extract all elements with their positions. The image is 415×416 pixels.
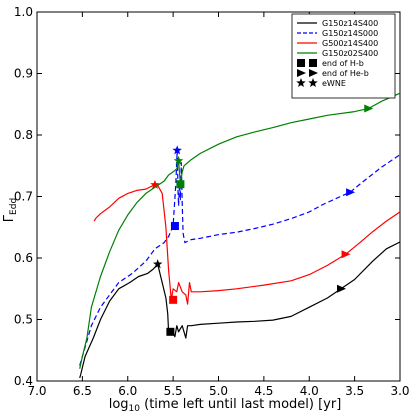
series-marker [341, 250, 351, 259]
legend-label: end of H-b [322, 59, 364, 68]
legend-marker [296, 78, 306, 88]
series-marker [176, 180, 185, 189]
y-tick-label: 0.5 [14, 313, 33, 327]
x-tick-label: 3.0 [390, 384, 409, 398]
series-G150z02S400 [79, 92, 401, 369]
series-G150z14S000 [79, 145, 401, 366]
x-tick-label: 4.0 [300, 384, 319, 398]
legend-label: G150z14S400 [322, 19, 378, 28]
y-tick-label: 1.0 [14, 5, 33, 19]
x-tick-label: 5.0 [209, 384, 228, 398]
legend-marker [308, 78, 318, 88]
x-tick-label: 4.5 [254, 384, 273, 398]
legend-label: eWNE [322, 79, 346, 88]
series-marker [172, 145, 182, 155]
series-marker [152, 259, 163, 269]
legend-box [291, 13, 396, 99]
series-layer [79, 92, 401, 379]
legend-label: G500z14S400 [322, 39, 378, 48]
legend-marker [309, 69, 318, 77]
series-line [93, 184, 401, 305]
legend-label: end of He-b [322, 69, 369, 78]
series-line [79, 149, 401, 366]
x-tick-label: 3.5 [345, 384, 364, 398]
y-tick-label: 0.9 [14, 67, 33, 81]
series-G150z14S400 [79, 241, 401, 379]
legend-marker [309, 59, 317, 67]
legend-marker [297, 69, 306, 77]
legend-label: G150z14S000 [322, 29, 378, 38]
series-marker [170, 222, 179, 231]
y-tick-label: 0.7 [14, 190, 33, 204]
y-tick-label: 0.6 [14, 251, 33, 265]
series-line [79, 241, 401, 379]
series-marker [346, 188, 356, 197]
x-tick-label: 5.5 [164, 384, 183, 398]
x-tick-label: 6.0 [118, 384, 137, 398]
series-marker [364, 104, 374, 113]
y-tick-label: 0.8 [14, 128, 33, 142]
x-tick-label: 7.0 [27, 384, 46, 398]
series-G500z14S400 [93, 179, 401, 305]
legend-label: G150z02S400 [322, 49, 378, 58]
series-marker [150, 179, 160, 189]
axis-ticks: 7.0 6.5 6.0 5.5 5.0 4.5 4.0 3.5 3.0 0.4 0.5 0.6 0.7 0… [14, 5, 410, 398]
series-line [79, 92, 401, 369]
legend: G150z14S400G150z14S000G500z14S400G150z02… [291, 13, 396, 99]
series-marker [173, 155, 184, 165]
y-tick-label: 0.4 [14, 374, 33, 388]
series-marker [169, 295, 178, 304]
x-tick-label: 6.5 [73, 384, 92, 398]
x-axis-title: log10 (time left until last model) [yr] [109, 397, 342, 414]
y-axis-title: ΓEdd [2, 198, 19, 222]
series-marker [337, 284, 347, 293]
legend-marker [297, 59, 305, 67]
series-marker [166, 327, 175, 336]
